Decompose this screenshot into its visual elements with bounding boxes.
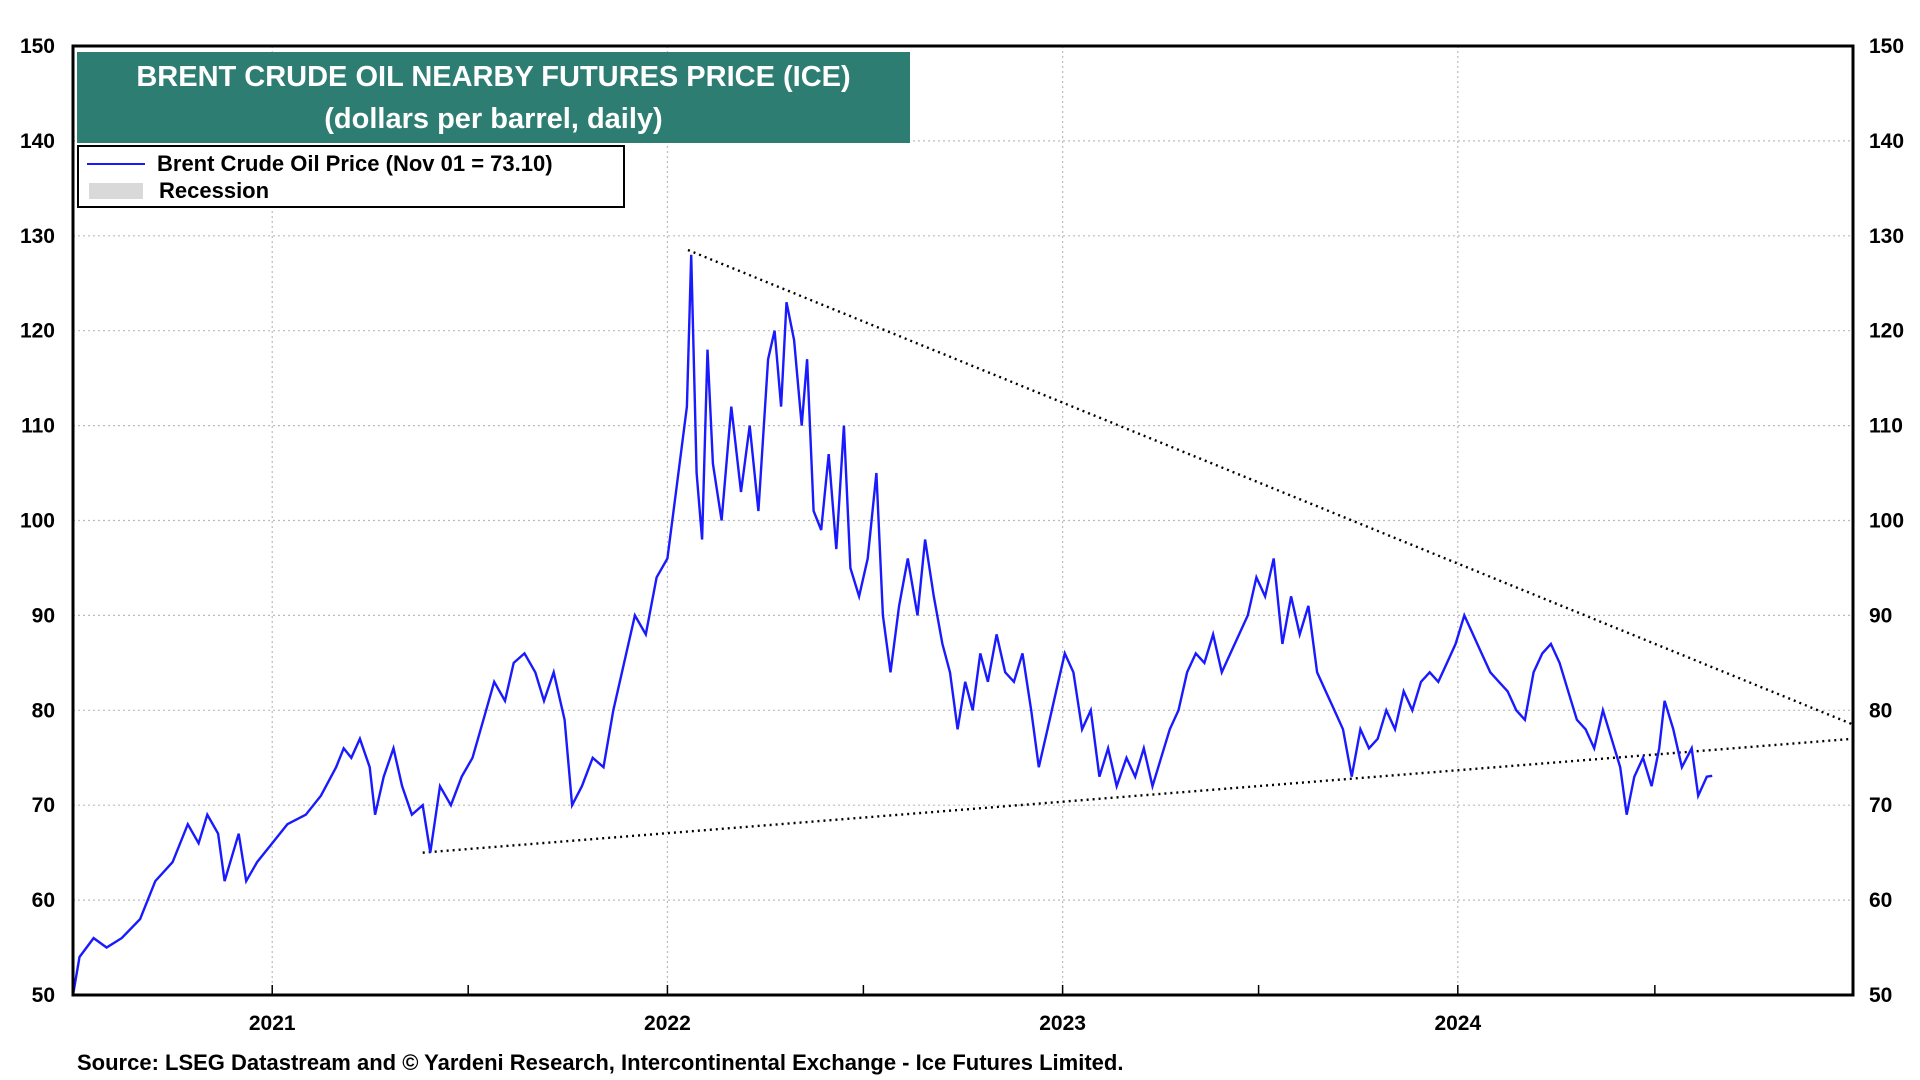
y-axis-right-labels: 50 60 70 80 90 100 110 120 130 140 150 xyxy=(1869,35,1904,1007)
y-tick-label-left: 90 xyxy=(32,604,55,627)
legend-line-swatch xyxy=(87,163,145,165)
y-tick-label-left: 120 xyxy=(20,320,55,343)
plot-frame xyxy=(71,44,1855,997)
trendline-lower xyxy=(422,737,1854,854)
y-tick-label-left: 60 xyxy=(32,889,55,912)
y-tick-label-right: 70 xyxy=(1869,794,1892,817)
legend-recession-label: Recession xyxy=(159,178,270,203)
x-tick-label: 2021 xyxy=(249,1012,296,1035)
legend-item-series: Brent Crude Oil Price (Nov 01 = 73.10) xyxy=(87,151,553,177)
y-tick-label-left: 100 xyxy=(20,510,55,533)
x-axis-ticks xyxy=(72,985,1656,995)
x-tick-label: 2023 xyxy=(1039,1012,1086,1035)
y-tick-label-left: 70 xyxy=(32,794,55,817)
y-tick-label-left: 110 xyxy=(21,415,55,438)
y-tick-label-left: 50 xyxy=(32,984,55,1007)
y-tick-label-right: 140 xyxy=(1869,130,1904,153)
legend-series-label: Brent Crude Oil Price (Nov 01 = 73.10) xyxy=(157,151,553,176)
chart-title: BRENT CRUDE OIL NEARBY FUTURES PRICE (IC… xyxy=(136,61,851,93)
y-tick-label-right: 150 xyxy=(1869,35,1904,58)
x-axis-labels: 2021 2022 2023 2024 xyxy=(249,1012,1482,1035)
x-tick-label: 2022 xyxy=(644,1012,691,1035)
y-tick-label-right: 130 xyxy=(1869,225,1904,248)
chart-subtitle: (dollars per barrel, daily) xyxy=(324,103,663,135)
legend: Brent Crude Oil Price (Nov 01 = 73.10) R… xyxy=(77,145,625,208)
source-note: Source: LSEG Datastream and © Yardeni Re… xyxy=(77,1050,1124,1075)
y-tick-label-right: 90 xyxy=(1869,604,1892,627)
legend-item-recession: Recession xyxy=(87,178,269,204)
y-tick-label-left: 130 xyxy=(20,225,55,248)
legend-recession-swatch xyxy=(89,183,143,199)
y-tick-label-left: 140 xyxy=(20,130,55,153)
y-axis-left-labels: 50 60 70 80 90 100 110 120 130 140 150 xyxy=(20,35,55,1007)
trendline-upper xyxy=(687,248,1854,726)
y-tick-label-left: 80 xyxy=(32,699,55,722)
series-line-brent xyxy=(71,254,1713,996)
y-tick-label-right: 80 xyxy=(1869,699,1892,722)
trendlines xyxy=(422,248,1854,854)
x-tick-label: 2024 xyxy=(1434,1012,1481,1035)
y-tick-label-right: 100 xyxy=(1869,510,1904,533)
chart-title-box: BRENT CRUDE OIL NEARBY FUTURES PRICE (IC… xyxy=(77,52,910,143)
y-tick-label-right: 60 xyxy=(1869,889,1892,912)
y-tick-label-right: 110 xyxy=(1869,415,1903,438)
y-tick-label-left: 150 xyxy=(20,35,55,58)
y-tick-label-right: 50 xyxy=(1869,984,1892,1007)
y-tick-label-right: 120 xyxy=(1869,320,1904,343)
